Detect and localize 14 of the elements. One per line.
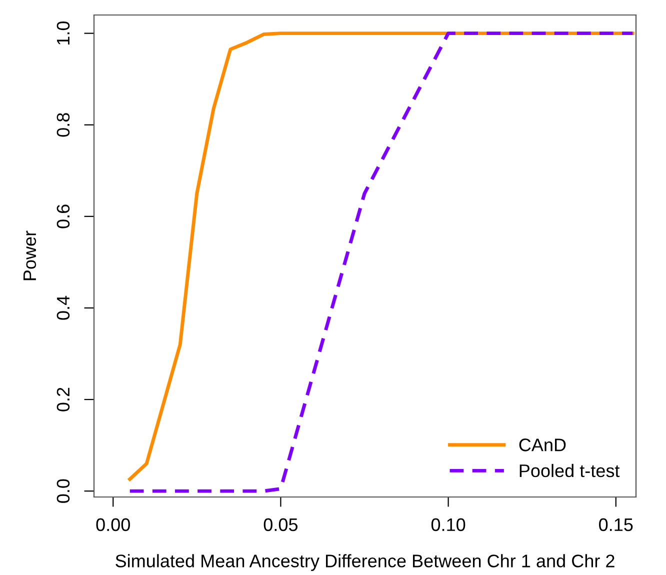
x-tick-label: 0.10 — [431, 518, 466, 532]
y-tick-label: 0.0 — [56, 479, 70, 503]
x-tick-label: 0.05 — [264, 518, 298, 532]
y-tick-label: 1.0 — [56, 21, 70, 44]
legend-label: CAnD — [519, 438, 566, 452]
x-tick-label: 0.15 — [599, 518, 633, 532]
y-axis-title: Power — [24, 230, 36, 280]
x-tick-label: 0.00 — [96, 518, 130, 532]
y-tick-label: 0.2 — [56, 388, 70, 412]
y-tick-label: 0.8 — [56, 113, 70, 137]
y-tick-label: 0.6 — [56, 204, 70, 228]
legend-label: Pooled t-test — [520, 464, 620, 478]
y-tick-label: 0.4 — [56, 296, 70, 320]
x-axis-title: Simulated Mean Ancestry Difference Between Chr 1 and Chr 2 — [116, 554, 614, 571]
